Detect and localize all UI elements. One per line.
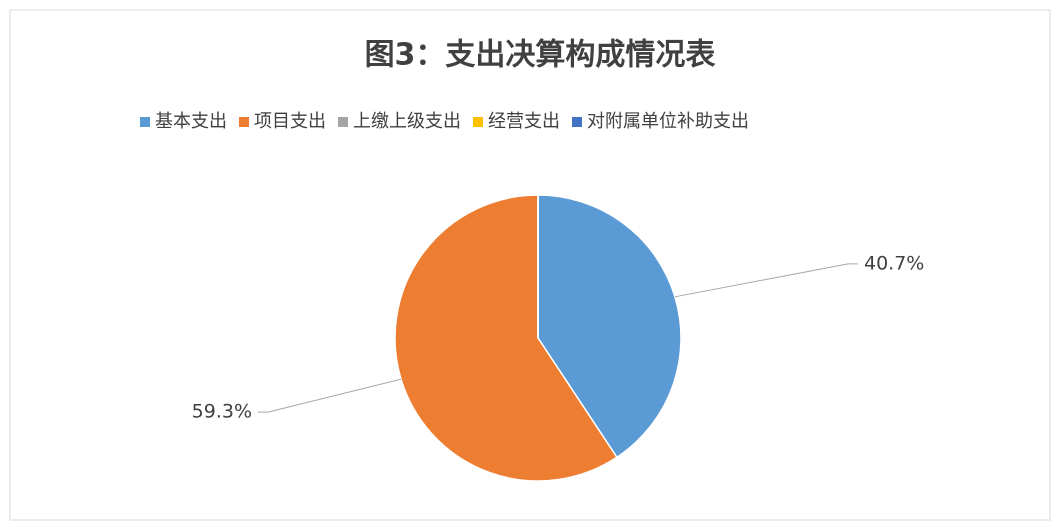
legend-label: 基本支出: [155, 111, 227, 132]
leader-line: [258, 378, 402, 413]
data-label: 59.3%: [192, 401, 252, 423]
legend-swatch: [239, 117, 249, 127]
legend-label: 经营支出: [488, 111, 560, 132]
chart-title: 图3：支出决算构成情况表: [365, 38, 716, 73]
legend-label: 对附属单位补助支出: [587, 111, 749, 132]
legend-swatch: [338, 117, 348, 127]
legend-swatch: [572, 117, 582, 127]
legend-label: 项目支出: [254, 111, 326, 132]
legend-swatch: [473, 117, 483, 127]
data-label: 40.7%: [864, 252, 924, 274]
legend-label: 上缴上级支出: [353, 111, 461, 132]
leader-line: [674, 263, 858, 298]
legend-swatch: [140, 117, 150, 127]
